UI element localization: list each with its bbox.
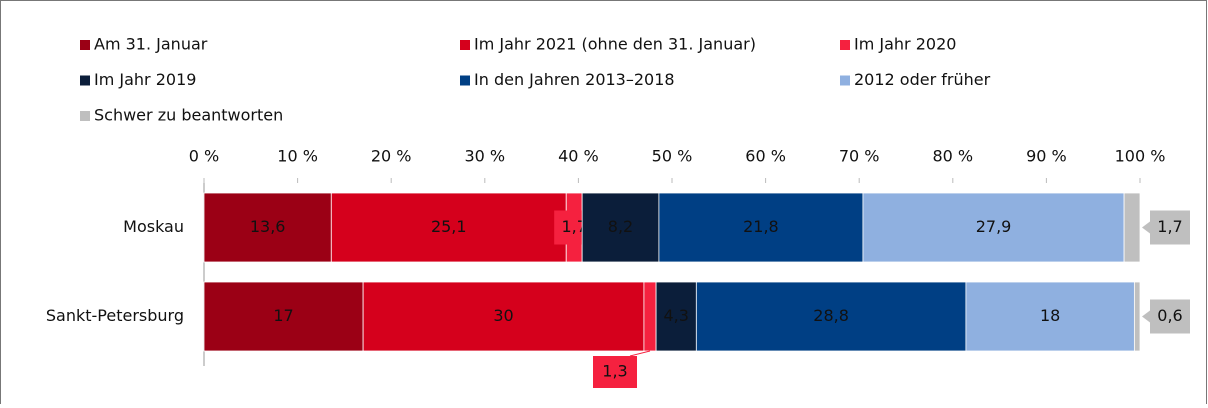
x-tick-label: 40 %	[558, 147, 599, 166]
bar-segment	[581, 192, 660, 263]
legend-swatch	[840, 40, 850, 50]
legend-swatch	[460, 75, 470, 86]
value-label: 1,7	[561, 217, 586, 236]
legend-swatch	[80, 111, 90, 121]
value-label: 21,8	[743, 217, 779, 236]
value-label: 4,3	[663, 306, 688, 325]
legend-label: Im Jahr 2021 (ohne den 31. Januar)	[474, 35, 756, 54]
bar-segment	[658, 192, 864, 263]
x-tick-label: 20 %	[371, 147, 412, 166]
legend-swatch	[460, 40, 470, 50]
legend-label: Im Jahr 2019	[94, 70, 196, 89]
value-label: 17	[273, 306, 293, 325]
legend-label: 2012 oder früher	[854, 70, 991, 89]
value-label: 13,6	[250, 217, 286, 236]
bar-segment	[362, 281, 645, 352]
bar-segment	[655, 281, 697, 352]
callout-pointer	[1142, 221, 1150, 234]
legend-label: Schwer zu beantworten	[94, 106, 283, 125]
leader-line	[629, 350, 651, 357]
legend-label: In den Jahren 2013–2018	[474, 70, 675, 89]
value-label: 30	[493, 306, 513, 325]
bar-segment	[862, 192, 1125, 263]
value-label: 27,9	[976, 217, 1012, 236]
legend-swatch	[80, 40, 90, 50]
callout-pointer	[1142, 310, 1150, 323]
bar-segment	[203, 192, 332, 263]
value-label: 28,8	[813, 306, 849, 325]
value-label: 18	[1040, 306, 1060, 325]
bar-segment	[330, 192, 567, 263]
value-label: 1,7	[1157, 217, 1182, 236]
y-tick-label: Sankt-Petersburg	[46, 306, 184, 325]
x-tick-label: 60 %	[745, 147, 786, 166]
value-label: 8,2	[608, 217, 633, 236]
legend-label: Am 31. Januar	[94, 35, 208, 54]
bar-segment	[1133, 281, 1141, 352]
value-label: 25,1	[431, 217, 467, 236]
x-tick-label: 10 %	[277, 147, 318, 166]
callout-box	[1150, 299, 1190, 334]
x-tick-label: 70 %	[839, 147, 880, 166]
value-label: 0,6	[1157, 306, 1182, 325]
value-label: 1,3	[602, 362, 627, 381]
y-tick-label: Moskau	[123, 217, 184, 236]
legend-swatch	[840, 75, 850, 86]
x-tick-label: 30 %	[464, 147, 505, 166]
legend-swatch	[80, 75, 90, 86]
x-tick-label: 80 %	[932, 147, 973, 166]
bar-segment	[1123, 192, 1141, 263]
x-tick-label: 100 %	[1115, 147, 1166, 166]
callout-box	[1150, 210, 1190, 245]
bar-segment	[203, 281, 364, 352]
x-tick-label: 50 %	[652, 147, 693, 166]
callout-box	[593, 356, 638, 388]
legend-label: Im Jahr 2020	[854, 35, 956, 54]
x-tick-label: 90 %	[1026, 147, 1067, 166]
bar-segment	[643, 281, 657, 352]
bar-segment	[965, 281, 1135, 352]
bar-segment	[695, 281, 967, 352]
x-tick-label: 0 %	[189, 147, 219, 166]
